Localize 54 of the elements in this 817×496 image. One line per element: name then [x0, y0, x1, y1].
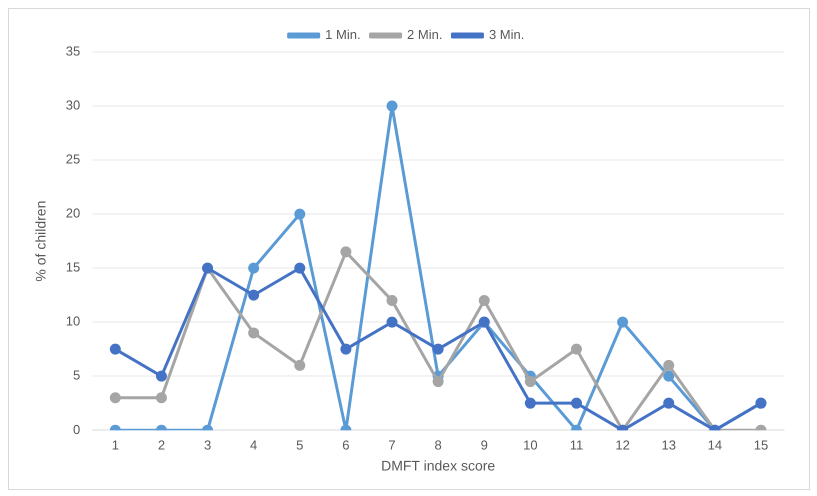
y-axis-title: % of children	[32, 200, 48, 282]
point	[386, 316, 398, 328]
x-tick-label: 15	[754, 437, 768, 452]
legend-label: 2 Min.	[407, 27, 442, 42]
point	[663, 398, 674, 409]
point	[570, 344, 582, 355]
x-tick-label: 13	[661, 437, 676, 452]
y-tick-label: 30	[66, 98, 80, 113]
x-tick-label: 7	[388, 437, 396, 452]
x-tick-label: 10	[523, 437, 538, 452]
point	[156, 370, 167, 382]
x-tick-label: 11	[570, 437, 584, 452]
point	[617, 316, 628, 328]
point	[663, 370, 674, 382]
point	[570, 398, 582, 409]
point	[663, 360, 674, 371]
y-tick-label: 5	[73, 368, 80, 383]
point	[294, 208, 306, 220]
legend-label: 3 Min.	[488, 27, 524, 42]
x-tick-label: 5	[296, 437, 304, 452]
legend-label: 1 Min.	[325, 27, 361, 42]
x-axis-title: DMFT index score	[381, 457, 496, 474]
y-tick-label: 25	[66, 152, 80, 167]
point	[110, 392, 121, 404]
x-tick-label: 9	[480, 437, 488, 452]
point	[478, 295, 490, 306]
point	[432, 344, 444, 355]
point	[386, 100, 398, 112]
point	[294, 360, 306, 371]
y-tick-label: 0	[73, 422, 80, 437]
y-tick-label: 20	[66, 206, 80, 221]
point	[294, 262, 306, 274]
point	[524, 398, 536, 409]
point	[248, 262, 260, 274]
point	[340, 344, 352, 355]
point	[156, 392, 167, 404]
x-tick-label: 12	[615, 437, 630, 452]
x-tick-label: 1	[112, 437, 119, 452]
point	[248, 290, 260, 301]
x-tick-label: 14	[708, 437, 722, 452]
y-tick-label: 15	[66, 260, 80, 275]
point	[248, 327, 260, 338]
x-tick-label: 6	[342, 437, 350, 452]
point	[524, 376, 536, 388]
point	[110, 344, 121, 355]
point	[340, 246, 352, 258]
x-tick-label: 4	[250, 437, 258, 452]
y-tick-label: 35	[66, 44, 80, 59]
x-tick-label: 2	[158, 437, 166, 452]
point	[432, 376, 444, 388]
x-tick-label: 8	[434, 437, 442, 452]
x-tick-label: 3	[204, 437, 212, 452]
y-tick-label: 10	[66, 314, 80, 329]
point	[386, 295, 398, 306]
